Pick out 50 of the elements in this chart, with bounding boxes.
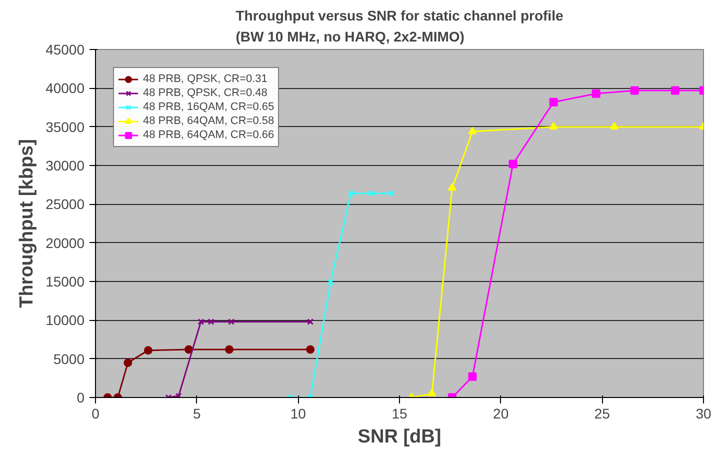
point xyxy=(184,345,193,354)
y-tick-label: 25000 xyxy=(46,196,85,212)
legend-label: 48 PRB, QPSK, CR=0.48 xyxy=(143,86,268,100)
legend-label: 48 PRB, 16QAM, CR=0.65 xyxy=(143,100,274,114)
point xyxy=(307,318,314,325)
point xyxy=(225,345,234,354)
point xyxy=(592,89,600,98)
point xyxy=(368,190,374,197)
point xyxy=(468,372,477,381)
point xyxy=(468,126,477,134)
x-tick-label: 15 xyxy=(392,406,408,422)
legend-label: 48 PRB, QPSK, CR=0.31 xyxy=(143,72,268,86)
point xyxy=(549,98,558,106)
y-tick-label: 35000 xyxy=(46,118,85,135)
point xyxy=(388,190,395,197)
x-tick-label: 20 xyxy=(493,406,509,422)
x-tick-label: 0 xyxy=(92,406,100,422)
point xyxy=(630,86,639,95)
point xyxy=(198,318,204,325)
point xyxy=(144,346,152,355)
y-tick-label: 40000 xyxy=(46,80,85,96)
point xyxy=(208,318,214,325)
x-tick-label: 25 xyxy=(594,406,610,422)
point xyxy=(228,318,235,325)
x-axis-title: SNR [dB] xyxy=(358,426,442,448)
point xyxy=(610,122,619,130)
y-tick-label: 0 xyxy=(76,390,85,406)
point xyxy=(508,160,518,168)
point xyxy=(448,183,456,191)
chart-title: Throughput versus SNR for static channel profile (BW 10 MHz, no HARQ, 2x2-MIMO) xyxy=(236,8,564,44)
point xyxy=(124,358,132,367)
point xyxy=(348,190,354,197)
x-tick-label: 10 xyxy=(290,406,306,422)
y-tick-label: 15000 xyxy=(46,274,85,290)
point xyxy=(327,279,334,286)
y-tick-label: 30000 xyxy=(46,158,85,174)
x-tick-label: 30 xyxy=(696,406,712,422)
point xyxy=(428,388,436,396)
point xyxy=(670,86,680,95)
y-tick-label: 5000 xyxy=(53,350,85,367)
point xyxy=(549,122,558,130)
y-tick-label: 20000 xyxy=(46,234,85,251)
point xyxy=(175,392,182,398)
y-axis-title: Throughput [kbps] xyxy=(16,139,38,308)
y-tick-label: 45000 xyxy=(46,42,85,58)
point xyxy=(306,345,315,354)
x-tick-label: 5 xyxy=(192,406,201,422)
y-tick-label: 10000 xyxy=(46,312,85,328)
legend-label: 48 PRB, 64QAM, CR=0.58 xyxy=(143,114,274,128)
legend-label: 48 PRB, 64QAM, CR=0.66 xyxy=(143,128,274,142)
